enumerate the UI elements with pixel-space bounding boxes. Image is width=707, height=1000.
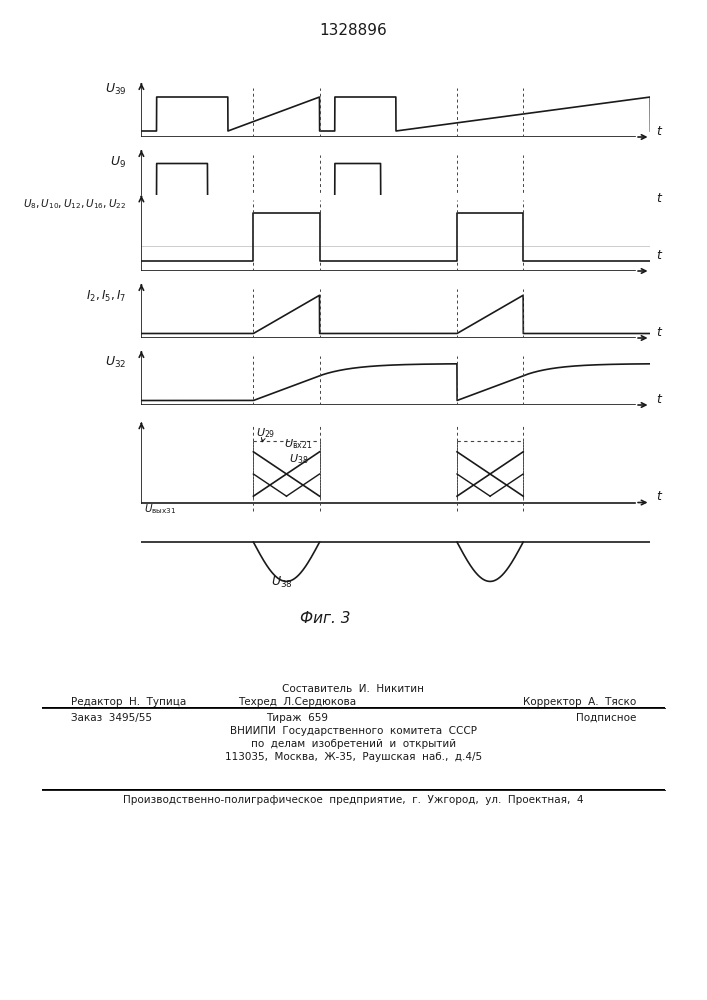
Text: $t$: $t$ (655, 192, 662, 205)
Text: по  делам  изобретений  и  открытий: по делам изобретений и открытий (251, 739, 456, 749)
Text: $U_{29}$: $U_{29}$ (256, 426, 275, 440)
Text: Фиг. 3: Фиг. 3 (300, 611, 351, 626)
Text: $U_8, U_{10}, U_{12}, U_{16}, U_{22}$: $U_8, U_{10}, U_{12}, U_{16}, U_{22}$ (23, 197, 126, 211)
Text: Техред  Л.Сердюкова: Техред Л.Сердюкова (238, 697, 356, 707)
Text: $U_{38}$: $U_{38}$ (271, 575, 293, 590)
Text: $U_{32}$: $U_{32}$ (105, 354, 126, 369)
Text: $t$: $t$ (655, 490, 662, 503)
Text: $t$: $t$ (655, 393, 662, 406)
Text: Заказ  3495/55: Заказ 3495/55 (71, 713, 152, 723)
Text: $U_{\text{вх}21}$: $U_{\text{вх}21}$ (284, 438, 312, 451)
Text: $U_9$: $U_9$ (110, 155, 126, 170)
Text: Тираж  659: Тираж 659 (266, 713, 328, 723)
Text: $t$: $t$ (655, 125, 662, 138)
Text: $I_2, I_5, I_7$: $I_2, I_5, I_7$ (86, 289, 126, 304)
Text: $U_{\text{вых}31}$: $U_{\text{вых}31}$ (144, 502, 177, 516)
Text: Составитель  И.  Никитин: Составитель И. Никитин (283, 684, 424, 694)
Text: $t$: $t$ (655, 249, 662, 262)
Text: Подписное: Подписное (576, 713, 636, 723)
Text: Редактор  Н.  Тупица: Редактор Н. Тупица (71, 697, 186, 707)
Text: Корректор  А.  Тяско: Корректор А. Тяско (523, 697, 636, 707)
Text: 1328896: 1328896 (320, 23, 387, 38)
Text: $t$: $t$ (655, 326, 662, 339)
Text: 113035,  Москва,  Ж-35,  Раушская  наб.,  д.4/5: 113035, Москва, Ж-35, Раушская наб., д.4… (225, 752, 482, 762)
Text: $U_{38}$: $U_{38}$ (289, 452, 308, 466)
Text: Производственно-полиграфическое  предприятие,  г.  Ужгород,  ул.  Проектная,  4: Производственно-полиграфическое предприя… (123, 795, 584, 805)
Text: ВНИИПИ  Государственного  комитета  СССР: ВНИИПИ Государственного комитета СССР (230, 726, 477, 736)
Text: $U_{39}$: $U_{39}$ (105, 82, 126, 97)
